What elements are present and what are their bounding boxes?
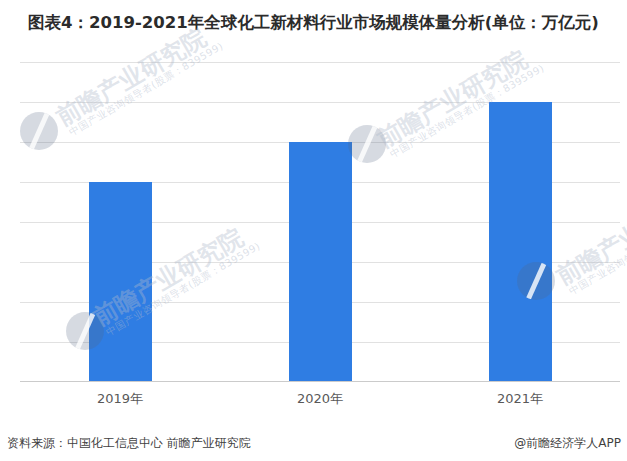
bar-2021年: [489, 102, 552, 382]
source-note: 资料来源：中国化工信息中心 前瞻产业研究院: [7, 435, 251, 452]
x-tick-label: 2020年: [220, 390, 420, 408]
credit-note: @前瞻经济学人APP: [514, 435, 621, 452]
plot-area: [20, 62, 620, 382]
x-tick-label: 2021年: [420, 390, 620, 408]
bar-2019年: [89, 182, 152, 382]
x-axis-line: [20, 381, 620, 382]
bar-2020年: [289, 142, 352, 382]
gridline: [20, 62, 620, 63]
chart-title: 图表4：2019-2021年全球化工新材料行业市场规模体量分析(单位：万亿元): [0, 12, 627, 34]
x-tick-label: 2019年: [20, 390, 220, 408]
